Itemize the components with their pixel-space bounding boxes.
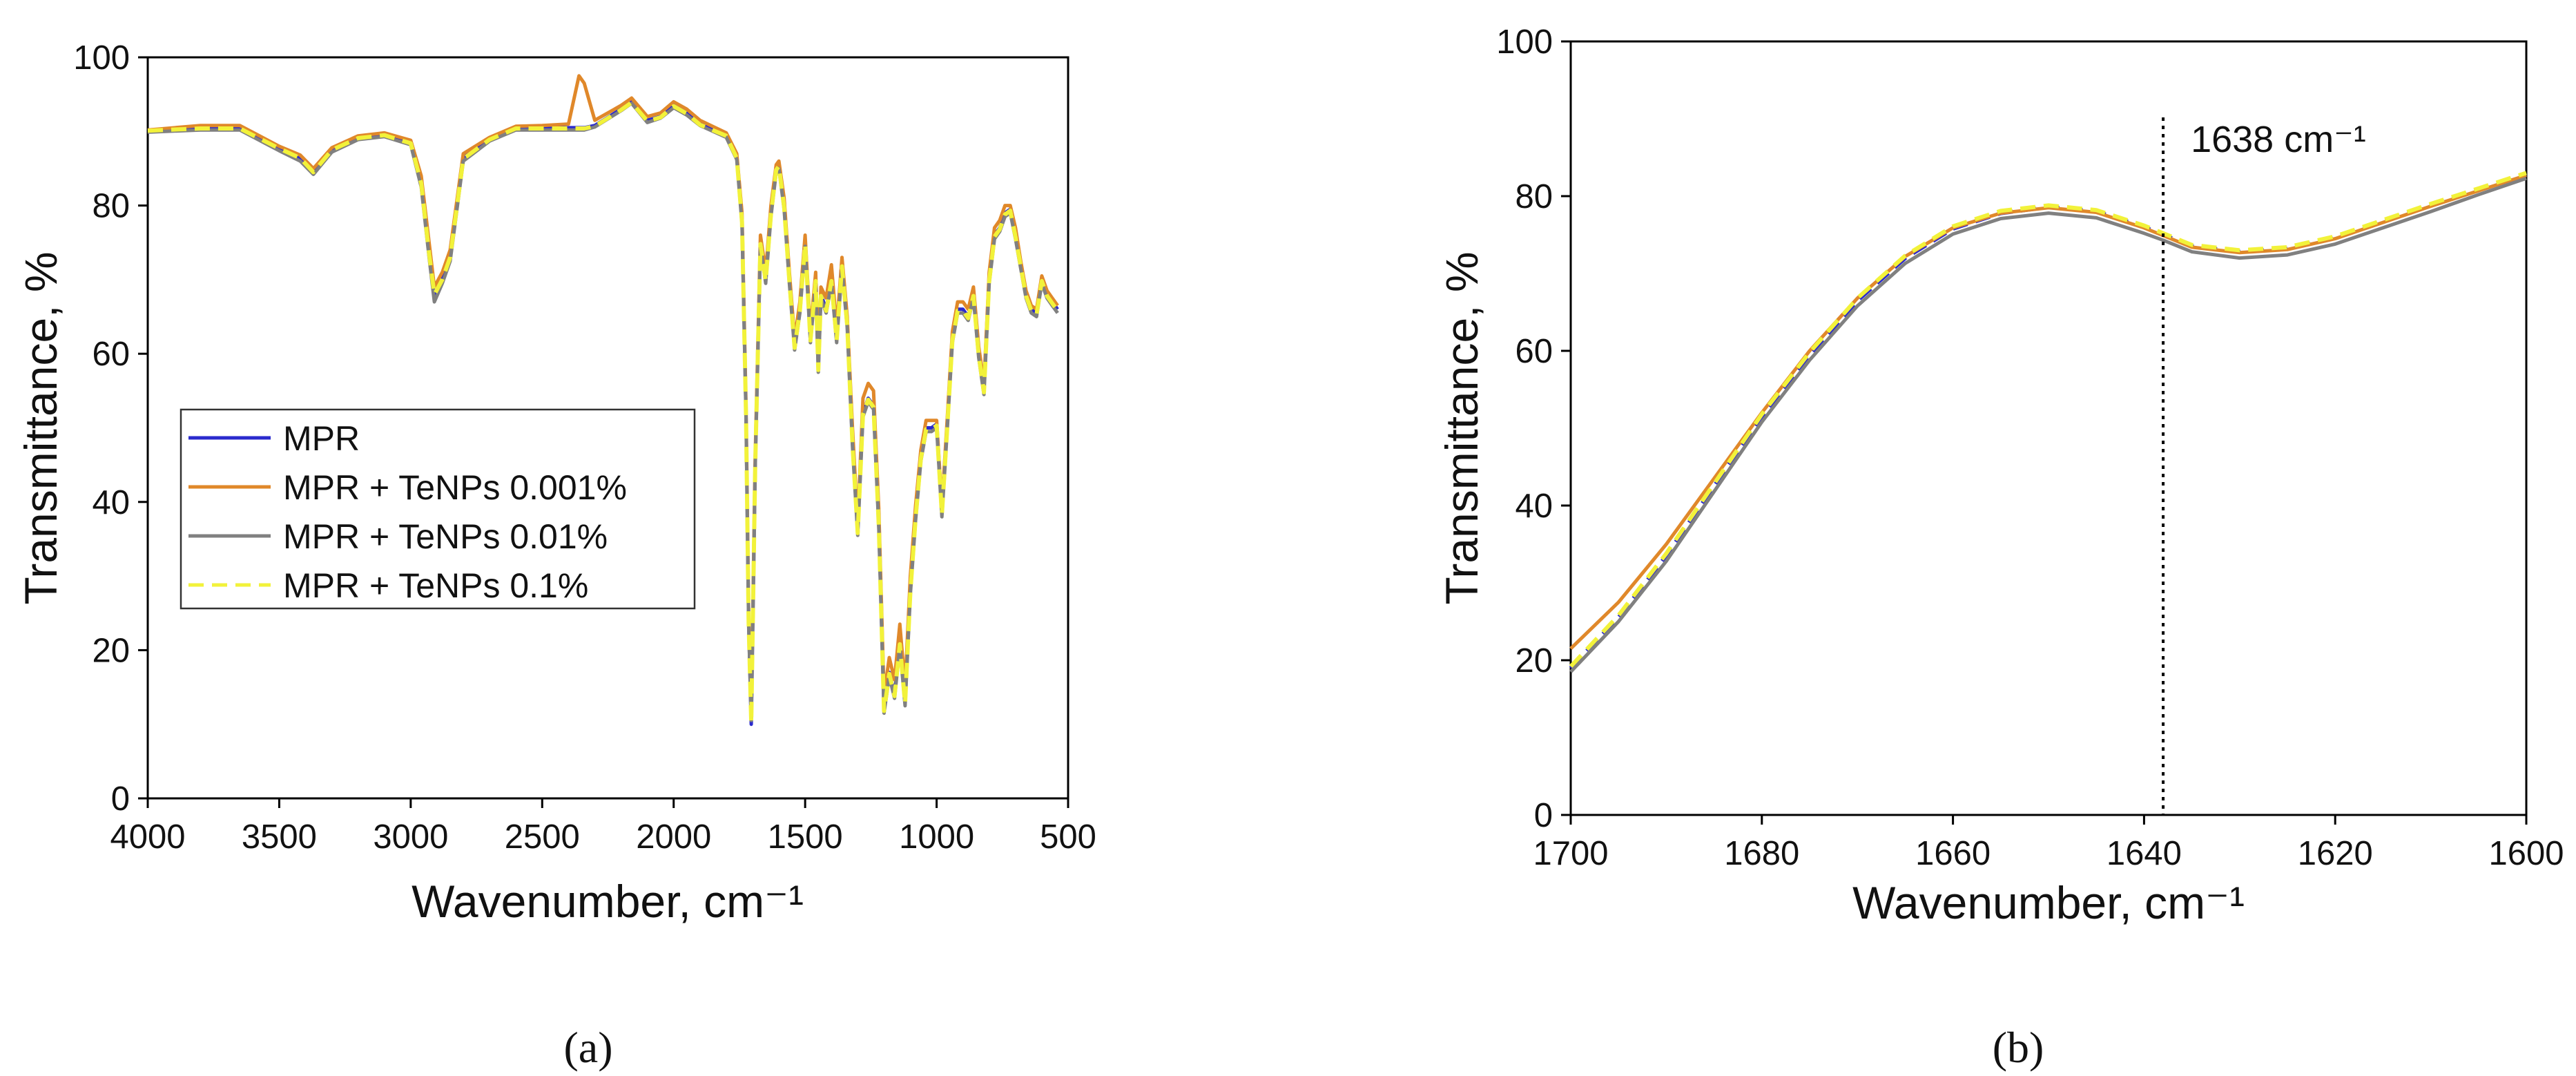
series-line-2	[1569, 176, 2527, 673]
axis-ticks	[1561, 40, 2528, 825]
legend-label-tenps-0001: MPR + TeNPs 0.001%	[283, 468, 627, 507]
legend-label-mpr: MPR	[283, 419, 360, 458]
x-tick-label: 2000	[636, 818, 711, 856]
series-line-3	[1569, 171, 2527, 669]
axis-ticks	[138, 56, 1069, 808]
y-tick-label: 100	[1496, 23, 1553, 61]
y-tick-label: 100	[73, 39, 130, 77]
legend-label-tenps-01: MPR + TeNPs 0.1%	[283, 566, 588, 605]
x-axis-title: Wavenumber, cm⁻¹	[411, 876, 804, 927]
series-line-3	[147, 100, 1060, 725]
series-line-1	[1569, 173, 2527, 650]
x-tick-label: 2500	[505, 818, 580, 856]
x-tick-label: 3000	[373, 818, 448, 856]
x-tick-label: 1640	[2107, 835, 2182, 872]
series-line-1	[147, 74, 1059, 719]
legend-box	[180, 408, 696, 610]
series-group	[1569, 171, 2527, 673]
x-axis-title: Wavenumber, cm⁻¹	[1852, 877, 2245, 928]
annotation-label-1638: 1638 cm⁻¹	[2191, 119, 2366, 160]
y-tick-label: 80	[92, 188, 130, 225]
x-tick-label: 1600	[2488, 835, 2564, 872]
legend-label-tenps-001: MPR + TeNPs 0.01%	[283, 517, 608, 556]
tick-labels: 1700 1680 1660 1640 1620 1600 0 20 40 60 80 100	[1496, 23, 2564, 872]
y-tick-label: 60	[92, 336, 130, 373]
y-tick-label: 80	[1515, 178, 1553, 215]
x-tick-label: 4000	[110, 818, 185, 856]
x-tick-label: 500	[1040, 818, 1096, 856]
legend: MPR MPR + TeNPs 0.001% MPR + TeNPs 0.01%…	[180, 408, 696, 610]
x-tick-label: 3500	[242, 818, 317, 856]
x-tick-label: 1500	[768, 818, 843, 856]
x-tick-label: 1700	[1533, 835, 1608, 872]
x-tick-label: 1620	[2298, 835, 2373, 872]
plot-frame	[1569, 40, 2528, 816]
tick-labels: 4000 3500 3000 2500 2000 1500 1000 500 0 20 40 60 80…	[73, 39, 1096, 856]
chart-panel-b: 1700 1680 1660 1640 1620 1600 0 20 40 60 80 100 163…	[1436, 23, 2564, 1072]
panel-label-b: (b)	[1993, 1023, 2044, 1072]
y-tick-label: 0	[111, 780, 130, 818]
x-tick-label: 1680	[1724, 835, 1799, 872]
y-tick-label: 20	[1515, 642, 1553, 680]
y-axis-title: Transmittance, %	[1436, 251, 1487, 604]
series-line-0	[1569, 172, 2527, 670]
y-tick-label: 60	[1515, 333, 1553, 370]
panel-label-a: (a)	[563, 1023, 612, 1072]
chart-panel-a: 4000 3500 3000 2500 2000 1500 1000 500 0 20 40 60 80…	[15, 39, 1096, 1072]
y-tick-label: 40	[92, 484, 130, 521]
y-axis-title: Transmittance, %	[15, 251, 66, 604]
x-tick-label: 1660	[1915, 835, 1991, 872]
y-tick-label: 0	[1534, 797, 1553, 834]
y-tick-label: 40	[1515, 488, 1553, 525]
series-group	[147, 74, 1060, 727]
y-tick-label: 20	[92, 632, 130, 669]
plot-frame	[146, 56, 1069, 800]
x-tick-label: 1000	[899, 818, 974, 856]
